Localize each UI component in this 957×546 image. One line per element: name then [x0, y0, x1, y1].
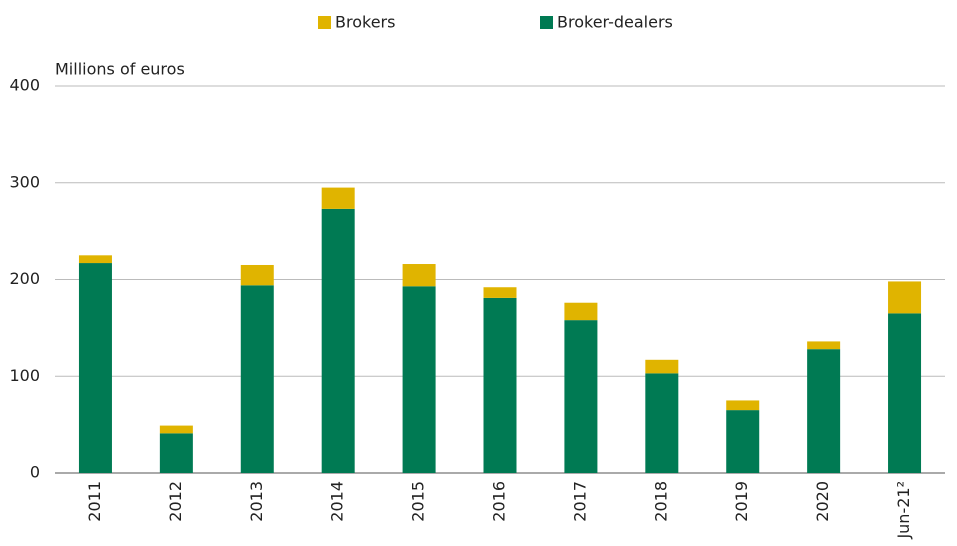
bar-segment [483, 297, 517, 473]
bar-segment [645, 359, 679, 374]
y-tick-label: 300 [9, 172, 40, 191]
bar-segment [240, 264, 274, 286]
y-tick-label: 400 [9, 76, 40, 95]
y-tick-label: 0 [30, 463, 40, 482]
legend-label: Brokers [335, 13, 395, 32]
y-tick-label: 100 [9, 366, 40, 385]
x-tick-label: 2011 [85, 481, 104, 522]
bar-segment [321, 208, 355, 473]
bar-segment [807, 349, 841, 473]
x-tick-label: 2013 [247, 481, 266, 522]
bar-segment [645, 373, 679, 473]
bar-segment [726, 410, 760, 473]
bar-segment [726, 400, 760, 411]
bar-segment [78, 255, 112, 264]
y-axis-label: Millions of euros [55, 60, 185, 79]
bar-segment [402, 286, 436, 473]
x-tick-label: 2020 [813, 481, 832, 522]
legend-swatch [540, 16, 553, 29]
y-tick-label: 200 [9, 269, 40, 288]
bar-segment [402, 264, 436, 287]
bar-segment [159, 425, 193, 434]
bar-segment [240, 285, 274, 473]
bar-segment [564, 320, 598, 473]
x-tick-label: 2014 [328, 481, 347, 522]
x-tick-label: 2019 [732, 481, 751, 522]
x-tick-label: 2017 [570, 481, 589, 522]
x-tick-label: 2016 [490, 481, 509, 522]
x-tick-label: 2018 [651, 481, 670, 522]
x-tick-label: 2012 [166, 481, 185, 522]
x-tick-label: Jun-21² [894, 481, 913, 540]
bar-segment [564, 302, 598, 321]
x-tick-label: 2015 [409, 481, 428, 522]
bar-segment [483, 287, 517, 298]
bar-segment [888, 313, 922, 473]
bar-segment [159, 433, 193, 473]
legend-label: Broker-dealers [557, 13, 673, 32]
legend-swatch [318, 16, 331, 29]
bar-segment [321, 187, 355, 209]
bar-segment [807, 341, 841, 350]
bar-segment [888, 281, 922, 314]
bar-segment [78, 263, 112, 473]
